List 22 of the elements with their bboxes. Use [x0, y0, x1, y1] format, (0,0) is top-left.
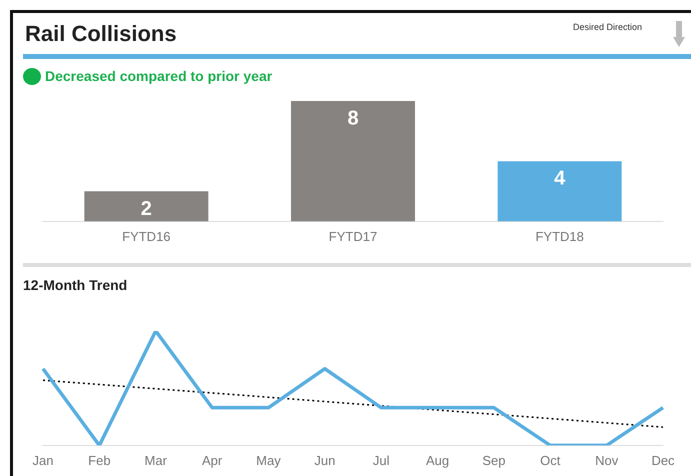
x-tick-label: Jun [314, 452, 336, 468]
x-tick-label: May [256, 452, 282, 468]
x-tick-label: FYTD16 [122, 228, 171, 244]
x-tick-label: FYTD17 [328, 228, 378, 244]
x-tick-label: Apr [202, 452, 223, 468]
x-tick-label: Feb [88, 452, 111, 468]
chart-title: Rail Collisions [25, 21, 177, 47]
x-tick-label: Aug [426, 452, 450, 468]
x-tick-label: Nov [595, 452, 619, 468]
x-tick-label: Jan [32, 452, 54, 468]
data-label: 2 [140, 198, 152, 220]
x-tick-label: FYTD18 [535, 228, 584, 244]
x-tick-label: Sep [482, 452, 506, 468]
x-tick-label: Jul [372, 452, 390, 468]
text: Desired Direction [573, 22, 642, 32]
x-tick-label: Dec [651, 452, 676, 468]
data-label: 4 [554, 168, 566, 190]
x-tick-label: Oct [540, 452, 561, 468]
chart-subtitle: Decreased compared to prior year [45, 68, 272, 84]
data-label: 8 [347, 108, 359, 130]
x-tick-label: Mar [144, 452, 168, 468]
chart-title: 12-Month Trend [23, 277, 128, 293]
